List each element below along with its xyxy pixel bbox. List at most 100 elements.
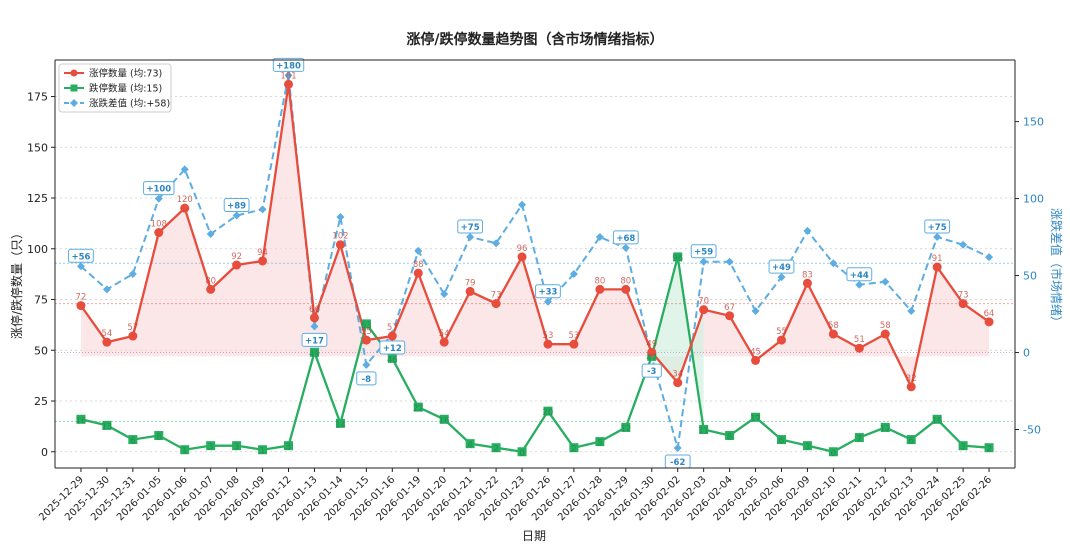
legend-marker <box>70 69 78 77</box>
down-data-label: 20 <box>543 408 554 418</box>
down-point <box>673 252 683 262</box>
down-data-label: 0 <box>519 449 524 459</box>
y-tick-label: 75 <box>34 294 48 307</box>
up-data-label: 51 <box>854 335 865 345</box>
up-point <box>647 347 657 357</box>
diff-label-box <box>379 340 406 355</box>
up-data-label: 67 <box>724 303 735 313</box>
diff-data-label: +59 <box>694 248 713 258</box>
diff-label-box <box>356 371 377 386</box>
down-point <box>828 447 838 457</box>
diff-data-label: +56 <box>71 252 90 262</box>
diff-data-label: +75 <box>928 223 947 233</box>
down-data-label: 16 <box>439 416 450 426</box>
up-point <box>232 260 242 270</box>
up-data-label: 80 <box>205 276 216 286</box>
diff-data-label: +49 <box>772 263 791 273</box>
up-point <box>958 299 968 309</box>
down-point <box>128 435 138 445</box>
down-data-label: 3 <box>208 443 213 453</box>
diff-point <box>595 233 604 242</box>
up-point <box>699 305 709 315</box>
down-data-label: 46 <box>387 355 398 365</box>
down-point <box>621 422 631 432</box>
diff-point <box>959 240 968 249</box>
up-point <box>543 339 553 349</box>
down-point <box>335 418 345 428</box>
y-tick-label: 125 <box>27 192 48 205</box>
up-data-label: 55 <box>776 327 787 337</box>
legend-box <box>58 63 172 113</box>
down-area-fill <box>651 256 704 430</box>
down-point <box>595 437 605 447</box>
diff-point <box>76 262 85 271</box>
y-tick-label: 25 <box>34 395 48 408</box>
up-data-label: 181 <box>280 71 296 81</box>
down-data-label: 6 <box>130 437 135 447</box>
down-point <box>725 431 735 441</box>
up-data-label: 58 <box>880 321 891 331</box>
up-data-label: 58 <box>828 321 839 331</box>
down-point <box>206 441 216 451</box>
down-data-label: 1 <box>182 447 187 457</box>
down-data-label: 4 <box>467 441 472 451</box>
diff-line <box>80 75 990 449</box>
diff-point <box>673 443 682 452</box>
diff-point <box>569 270 578 279</box>
down-data-label: 96 <box>672 254 683 264</box>
up-data-label: 54 <box>439 329 450 339</box>
up-data-label: 83 <box>802 270 813 280</box>
down-point <box>776 435 786 445</box>
down-data-label: 17 <box>750 414 761 424</box>
down-data-label: 8 <box>727 433 732 443</box>
y2-tick-label: -50 <box>1023 424 1041 437</box>
y2-tick-label: 150 <box>1023 116 1044 129</box>
diff-point <box>310 322 319 331</box>
diff-point <box>180 165 189 174</box>
legend: 涨停数量 (均:73) 跌停数量 (均:15) 涨跌差值 (均:+58) <box>58 63 172 113</box>
up-data-label: 64 <box>984 309 995 319</box>
diff-point <box>440 290 449 299</box>
down-point <box>102 420 112 430</box>
y-axis-label: 涨停/跌停数量（只） <box>9 227 24 339</box>
down-point <box>802 441 812 451</box>
down-point <box>76 414 86 424</box>
up-data-label: 57 <box>387 323 398 333</box>
diff-point <box>751 306 760 315</box>
y-tick-label: 100 <box>27 243 48 256</box>
diff-point <box>829 259 838 268</box>
diff-point <box>699 257 708 266</box>
diff-label-box <box>846 267 873 282</box>
down-data-label: 1 <box>260 447 265 457</box>
down-point <box>932 414 942 424</box>
diff-label-box <box>641 363 662 378</box>
diff-point <box>232 211 241 220</box>
down-point <box>699 424 709 434</box>
down-point <box>413 402 423 412</box>
up-point <box>128 331 138 341</box>
diff-point <box>543 297 552 306</box>
diff-point <box>881 277 890 286</box>
down-data-label: 3 <box>286 443 291 453</box>
y2-tick-label: 0 <box>1023 347 1030 360</box>
up-data-label: 120 <box>177 195 193 205</box>
down-point <box>854 433 864 443</box>
diff-data-label: +44 <box>850 271 869 281</box>
up-data-label: 108 <box>151 220 167 230</box>
up-data-label: 80 <box>594 276 605 286</box>
diff-data-label: -8 <box>362 375 372 385</box>
up-point <box>906 382 916 392</box>
down-point <box>258 445 268 455</box>
down-data-label: 16 <box>76 416 87 426</box>
diff-data-label: +12 <box>383 344 402 354</box>
down-point <box>284 441 294 451</box>
up-point <box>439 337 449 347</box>
diff-point <box>803 226 812 235</box>
legend-marker <box>70 84 78 92</box>
diff-label-box <box>68 248 94 263</box>
down-data-label: 6 <box>779 437 784 447</box>
up-data-label: 32 <box>906 374 917 384</box>
diff-point <box>206 229 215 238</box>
diff-point <box>154 194 163 203</box>
up-point <box>569 339 579 349</box>
